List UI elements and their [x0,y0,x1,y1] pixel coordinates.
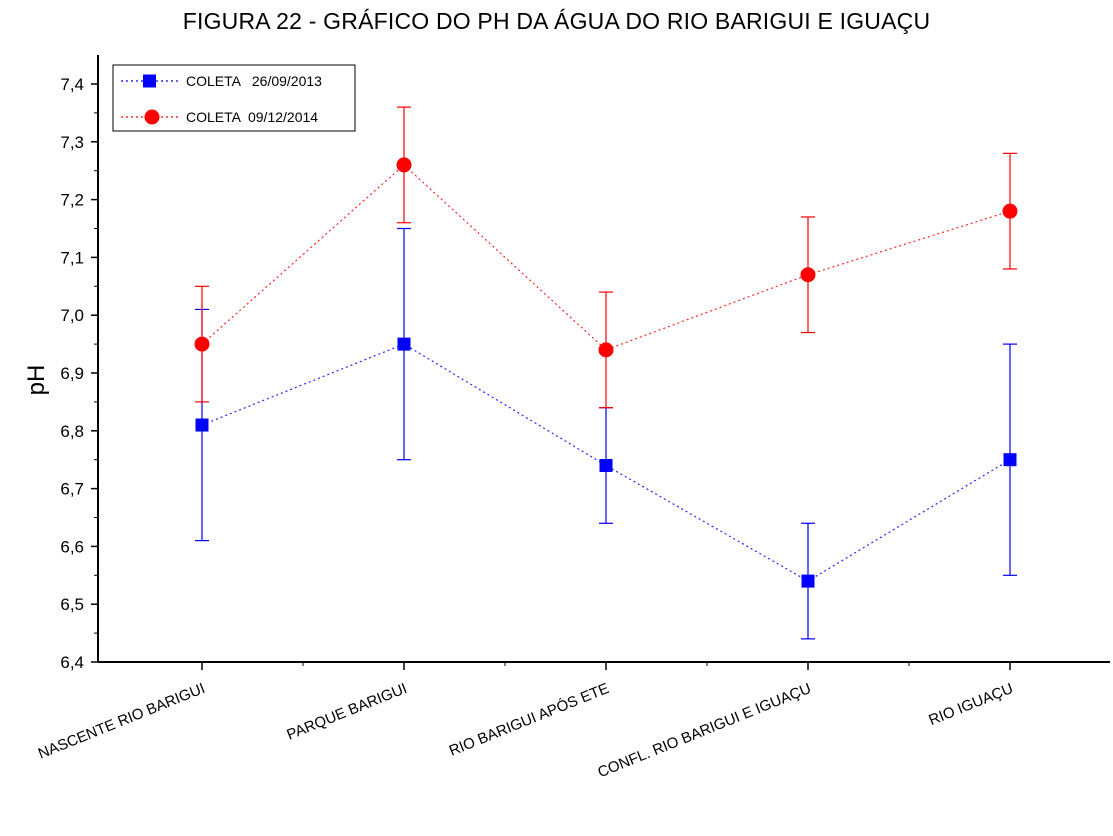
data-point [800,267,816,283]
y-tick-label: 7,4 [60,75,84,94]
data-point [396,157,412,173]
axes: 6,4 6,5 6,6 6,7 6,8 6,9 7,0 7,1 7,2 7,3 7,4 NASCENT… [36,55,1110,781]
data-point [194,336,210,352]
y-tick-label: 6,5 [60,595,84,614]
data-point [1002,203,1018,219]
y-tick-label: 6,9 [60,364,84,383]
data-point [195,418,209,432]
y-tick-label: 6,8 [60,422,84,441]
y-tick-label: 7,0 [60,306,84,325]
data-point [397,337,411,351]
x-tick-label: RIO IGUAÇU [926,680,1015,729]
legend-label: COLETA 09/12/2014 [186,109,318,125]
y-tick-label: 7,2 [60,191,84,210]
data-point [801,574,815,588]
x-tick-label: CONFL. RIO BARIGUI E IGUAÇU [595,680,813,781]
series-2 [194,106,1018,409]
series-line [201,343,1011,582]
y-axis-label: pH [23,365,50,396]
x-tick-label: NASCENTE RIO BARIGUI [36,680,208,763]
legend-marker [143,74,156,88]
legend: COLETA 26/09/2013 COLETA 09/12/2014 [112,64,356,132]
legend-label: COLETA 26/09/2013 [186,73,322,89]
x-tick-label: RIO BARIGUI APÓS ETE [447,680,612,760]
legend-marker [144,109,160,125]
data-point [599,458,613,472]
y-tick-label: 7,1 [60,248,84,267]
y-tick-label: 6,6 [60,537,84,556]
series-layer [194,106,1018,640]
y-tick-label: 6,7 [60,480,84,499]
y-tick-label: 7,3 [60,133,84,152]
chart-title: FIGURA 22 - GRÁFICO DO PH DA ÁGUA DO RIO… [182,8,931,34]
data-point [1003,453,1017,467]
x-tick-label: PARQUE BARIGUI [284,680,409,744]
series-line [201,164,1011,351]
series-1 [195,227,1017,640]
y-tick-label: 6,4 [60,653,84,672]
data-point [598,342,614,358]
